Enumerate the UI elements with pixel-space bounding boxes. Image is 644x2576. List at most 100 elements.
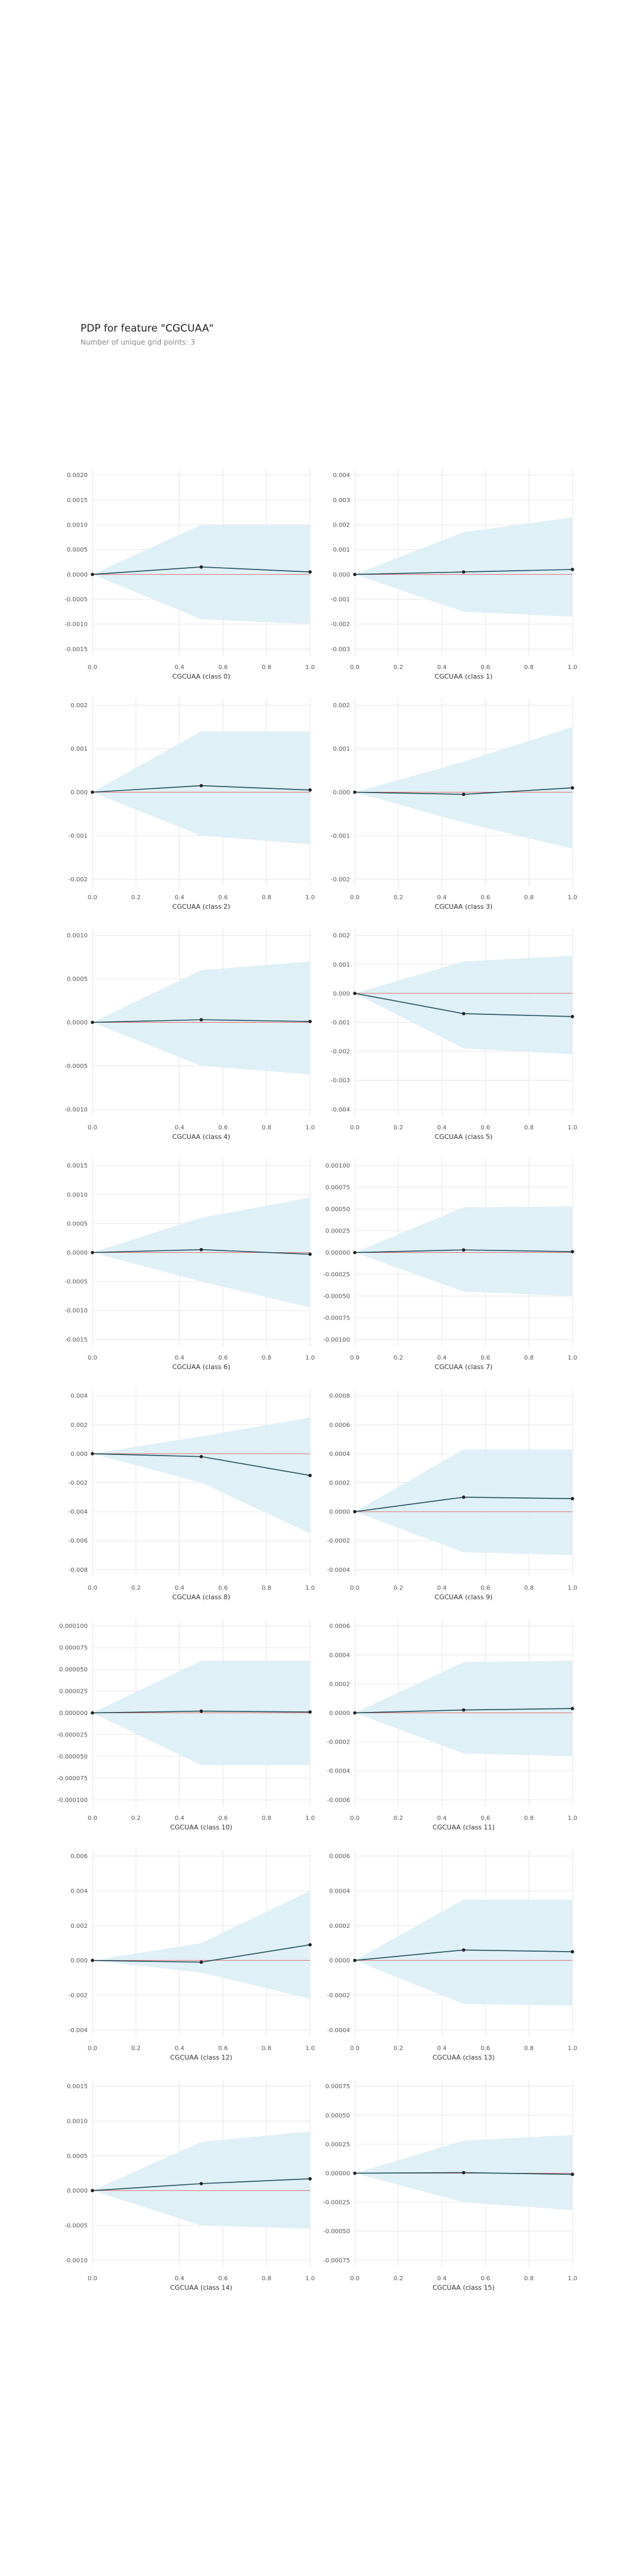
pdp-subplot-class-3: -0.002 -0.001 0.000 0.001 0.002 0.0 0.2 0.4 0.6 0… bbox=[331, 698, 577, 911]
x-tick-label: 0.2 bbox=[394, 1585, 403, 1592]
confidence-band bbox=[92, 1891, 310, 1999]
y-tick-label: 0.000 bbox=[70, 789, 88, 796]
x-tick-label: 0.6 bbox=[481, 664, 490, 671]
y-tick-label: 0.001 bbox=[70, 746, 88, 753]
y-tick-label: 0.0006 bbox=[329, 1853, 350, 1860]
y-tick-label: -0.003 bbox=[331, 646, 350, 653]
pdp-subplot-class-6: -0.0015 -0.0010 -0.0005 0.0000 0.0005 0.0010 0… bbox=[64, 1159, 315, 1371]
pdp-point bbox=[308, 1943, 312, 1947]
y-tick-label: -0.002 bbox=[69, 1480, 88, 1487]
y-tick-label: 0.00100 bbox=[326, 1163, 350, 1169]
x-tick-label: 0.0 bbox=[350, 1355, 360, 1361]
x-tick-label: 0.8 bbox=[262, 2275, 271, 2282]
pdp-point bbox=[199, 1247, 203, 1252]
x-tick-label: 0.2 bbox=[394, 1815, 403, 1822]
y-tick-label: 0.0010 bbox=[67, 1192, 88, 1199]
x-tick-label: 0.2 bbox=[131, 2045, 141, 2052]
y-tick-label: -0.0005 bbox=[64, 2223, 88, 2230]
x-tick-label: 0.6 bbox=[218, 894, 228, 901]
pdp-point bbox=[462, 1012, 466, 1015]
pdp-subplot-class-8: -0.008 -0.006 -0.004 -0.002 0.000 0.002 0.004 0… bbox=[69, 1389, 315, 1601]
y-tick-label: -0.0002 bbox=[327, 1739, 350, 1746]
y-tick-label: 0.0005 bbox=[67, 976, 88, 983]
y-tick-label: -0.0004 bbox=[327, 2027, 350, 2034]
x-tick-label: 0.4 bbox=[175, 1585, 184, 1592]
y-tick-label: 0.002 bbox=[70, 1422, 88, 1429]
y-tick-label: 0.002 bbox=[333, 933, 350, 939]
x-tick-label: 1.0 bbox=[568, 2045, 577, 2052]
x-tick-label: 0.0 bbox=[350, 664, 360, 671]
x-tick-label: 1.0 bbox=[568, 1585, 577, 1592]
x-tick-label: 0.6 bbox=[218, 1585, 228, 1592]
x-tick-label: 0.8 bbox=[524, 2045, 534, 2052]
x-tick-label: 0.8 bbox=[524, 2275, 534, 2282]
pdp-point bbox=[308, 1473, 312, 1478]
pdp-point bbox=[199, 2182, 203, 2185]
y-tick-label: 0.0002 bbox=[329, 1681, 350, 1688]
pdp-subplot-class-12: -0.004 -0.002 0.000 0.002 0.004 0.006 0.0 0.2 0.… bbox=[69, 1849, 315, 2061]
y-tick-label: 0.0005 bbox=[67, 2153, 88, 2160]
x-tick-label: 0.8 bbox=[524, 1585, 534, 1592]
pdp-point bbox=[199, 1018, 203, 1021]
pdp-point bbox=[308, 2177, 312, 2181]
pdp-subplot-class-9: -0.0004 -0.0002 0.0000 0.0002 0.0004 0.0006 0.… bbox=[327, 1389, 577, 1601]
x-axis-label: CGCUAA (class 2) bbox=[172, 903, 230, 911]
y-tick-label: -0.004 bbox=[331, 1107, 350, 1113]
y-tick-label: -0.0004 bbox=[327, 1567, 350, 1574]
x-axis-label: CGCUAA (class 14) bbox=[170, 2284, 232, 2292]
x-axis-label: CGCUAA (class 1) bbox=[435, 673, 493, 680]
x-tick-label: 0.4 bbox=[175, 1125, 184, 1131]
pdp-point bbox=[571, 2172, 574, 2176]
x-axis-label: CGCUAA (class 12) bbox=[170, 2054, 232, 2061]
pdp-point bbox=[462, 1948, 466, 1952]
x-tick-label: 0.8 bbox=[262, 1585, 271, 1592]
y-tick-label: 0.001 bbox=[333, 746, 350, 753]
confidence-band bbox=[355, 1449, 572, 1556]
y-tick-label: -0.0006 bbox=[327, 1797, 350, 1804]
y-tick-label: -0.0002 bbox=[327, 1993, 350, 1999]
y-tick-label: -0.00025 bbox=[323, 2200, 350, 2206]
y-tick-label: 0.0000 bbox=[67, 1250, 88, 1256]
y-tick-label: 0.003 bbox=[333, 497, 350, 504]
y-tick-label: -0.000025 bbox=[57, 1732, 88, 1738]
x-tick-label: 1.0 bbox=[305, 1815, 315, 1822]
confidence-band bbox=[355, 955, 572, 1054]
y-tick-label: -0.00050 bbox=[323, 2228, 350, 2235]
y-tick-label: -0.001 bbox=[331, 1020, 350, 1026]
x-tick-label: 0.2 bbox=[394, 664, 403, 671]
y-tick-label: 0.00075 bbox=[326, 2083, 350, 2090]
x-tick-label: 0.2 bbox=[394, 2045, 403, 2052]
y-tick-label: -0.00075 bbox=[323, 2258, 350, 2264]
y-tick-label: 0.0006 bbox=[329, 1623, 350, 1630]
pdp-point bbox=[91, 1020, 94, 1024]
y-tick-label: -0.0015 bbox=[64, 1337, 88, 1343]
confidence-band bbox=[92, 2131, 310, 2229]
y-tick-label: 0.0000 bbox=[329, 1509, 350, 1516]
x-axis-label: CGCUAA (class 9) bbox=[435, 1593, 493, 1601]
pdp-point bbox=[91, 1711, 94, 1715]
x-tick-label: 1.0 bbox=[305, 2275, 315, 2282]
x-tick-label: 0.8 bbox=[262, 2045, 271, 2052]
pdp-point bbox=[91, 572, 94, 577]
y-tick-label: 0.0002 bbox=[329, 1923, 350, 1930]
pdp-subplot-class-10: -0.000100-0.000075-0.000050-0.0000250.00… bbox=[57, 1619, 315, 1831]
y-tick-label: -0.000100 bbox=[57, 1797, 88, 1804]
pdp-point bbox=[308, 1020, 312, 1023]
pdp-point bbox=[462, 1248, 466, 1252]
pdp-point bbox=[308, 788, 312, 792]
x-tick-label: 0.0 bbox=[88, 1815, 97, 1822]
pdp-point bbox=[199, 1960, 203, 1964]
pdp-point bbox=[91, 1958, 94, 1962]
x-tick-label: 0.6 bbox=[481, 894, 490, 901]
y-tick-label: 0.0000 bbox=[67, 2188, 88, 2194]
y-tick-label: -0.0010 bbox=[64, 2258, 88, 2264]
x-tick-label: 0.4 bbox=[437, 1355, 447, 1361]
x-tick-label: 0.8 bbox=[262, 1815, 271, 1822]
y-tick-label: 0.0015 bbox=[67, 2083, 88, 2090]
confidence-band bbox=[92, 961, 310, 1075]
y-tick-label: 0.0010 bbox=[67, 2119, 88, 2125]
x-axis-label: CGCUAA (class 11) bbox=[432, 1823, 494, 1831]
pdp-point bbox=[308, 570, 312, 574]
x-axis-label: CGCUAA (class 6) bbox=[172, 1363, 230, 1371]
x-tick-label: 1.0 bbox=[305, 1125, 315, 1131]
